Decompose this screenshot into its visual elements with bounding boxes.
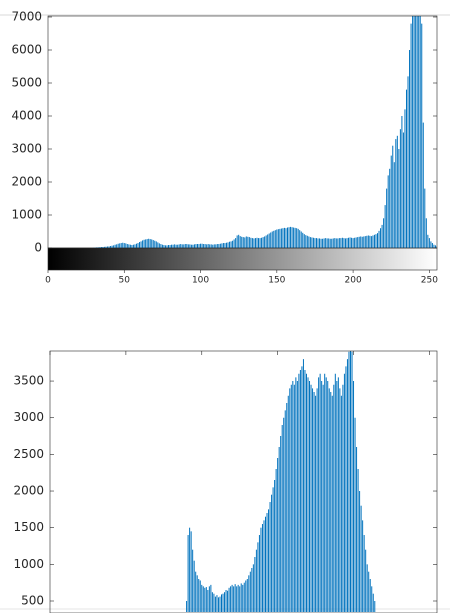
y-tick-label: 6000 [11, 43, 42, 57]
y-tick-label: 4000 [11, 109, 42, 123]
x-tick-label: 250 [421, 276, 438, 286]
y-tick-label: 3000 [11, 142, 42, 156]
y-tick-label: 500 [21, 594, 44, 608]
y-tick-label: 2500 [13, 447, 44, 461]
colorbar [47, 247, 438, 271]
x-tick-label: 150 [268, 276, 285, 286]
x-tick-label: 200 [345, 276, 362, 286]
bars [186, 351, 376, 612]
y-tick-label: 7000 [11, 10, 42, 24]
axes-frame [47, 15, 438, 249]
axes-frame [49, 350, 438, 613]
y-tick-label: 3500 [13, 374, 44, 388]
y-tick-label: 1000 [13, 557, 44, 571]
x-tick-label: 100 [192, 276, 209, 286]
y-tick-label: 2000 [11, 175, 42, 189]
y-tick-label: 2000 [13, 484, 44, 498]
bars [93, 16, 437, 248]
y-tick-label: 5000 [11, 76, 42, 90]
y-tick-label: 3000 [13, 410, 44, 424]
y-tick-label: 1000 [11, 208, 42, 222]
y-tick-label: 0 [34, 241, 42, 255]
x-tick-label: 50 [119, 276, 131, 286]
y-tick-label: 1500 [13, 520, 44, 534]
x-tick-label: 0 [45, 276, 51, 286]
